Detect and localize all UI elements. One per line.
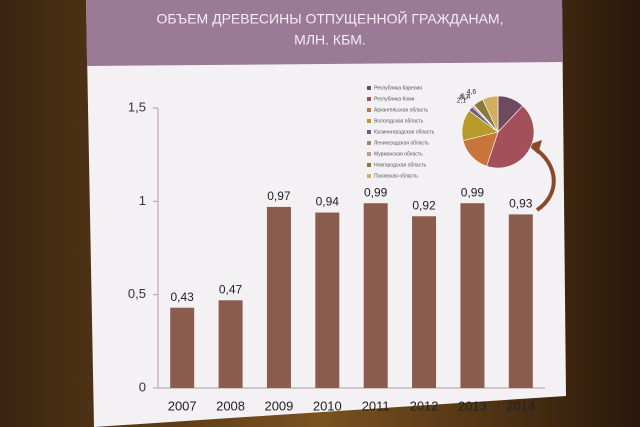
value-label: 0,94: [316, 195, 340, 209]
x-tick-label: 2013: [458, 398, 487, 413]
legend-swatch: [367, 119, 371, 123]
pie-slice: [482, 95, 499, 133]
legend-swatch: [367, 108, 371, 112]
bar: [266, 206, 291, 388]
chart-title: ОБЪЕМ ДРЕВЕСИНЫ ОТПУЩЕННОЙ ГРАЖДАНАМ,: [157, 10, 504, 27]
legend-label: Ленинградская область: [374, 140, 429, 146]
pie-slice: [486, 105, 535, 169]
value-label: 0,92: [412, 198, 436, 212]
legend-label: Архангельская область: [374, 107, 428, 113]
legend-swatch: [367, 130, 371, 134]
value-label: 0,43: [171, 290, 195, 304]
y-tick-label: 0: [139, 379, 146, 394]
bar: [170, 307, 195, 388]
legend-swatch: [367, 141, 371, 145]
legend-label: Вологодская область: [374, 118, 424, 124]
value-label: 0,93: [509, 197, 533, 211]
legend-label: Мурманская область: [374, 151, 423, 157]
value-label: 0,99: [461, 185, 485, 199]
value-label: 2,1: [457, 98, 467, 105]
legend-label: Новгородская область: [374, 162, 426, 168]
bar: [363, 203, 388, 388]
bar: [412, 216, 437, 388]
bar: [508, 214, 533, 388]
legend-swatch: [367, 86, 371, 90]
arrow-head: [528, 140, 542, 154]
legend-swatch: [367, 163, 371, 167]
y-tick-label: 0,5: [128, 286, 146, 301]
x-tick-label: 2014: [506, 398, 535, 413]
x-tick-label: 2009: [264, 398, 293, 413]
legend-label: Республика Карелия: [374, 85, 422, 91]
x-tick-label: 2007: [168, 398, 197, 413]
bar: [460, 203, 485, 388]
x-tick-label: 2010: [313, 398, 342, 413]
x-tick-label: 2008: [216, 398, 245, 413]
x-tick-label: 2012: [410, 398, 439, 413]
bar: [218, 300, 243, 388]
value-label: 0,7: [459, 95, 469, 102]
value-label: 0,4: [461, 93, 471, 100]
legend-label: Калининградская область: [374, 129, 435, 135]
legend-swatch: [367, 97, 371, 101]
legend-swatch: [367, 152, 371, 156]
arrow: [531, 145, 556, 212]
title-band: [86, 0, 563, 66]
value-label: 4,6: [467, 89, 477, 96]
legend-swatch: [367, 174, 371, 178]
legend-label: Республика Коми: [374, 96, 415, 102]
y-tick-label: 1,5: [128, 99, 146, 114]
legend-label: Псковская область: [374, 173, 418, 179]
value-label: 0,99: [364, 185, 388, 199]
value-label: 0,97: [267, 189, 291, 203]
y-tick-label: 1: [139, 193, 146, 208]
bar: [315, 212, 340, 388]
x-tick-label: 2011: [362, 398, 390, 413]
value-label: 0,47: [219, 282, 243, 296]
chart-subtitle: МЛН. КБМ.: [294, 32, 366, 48]
